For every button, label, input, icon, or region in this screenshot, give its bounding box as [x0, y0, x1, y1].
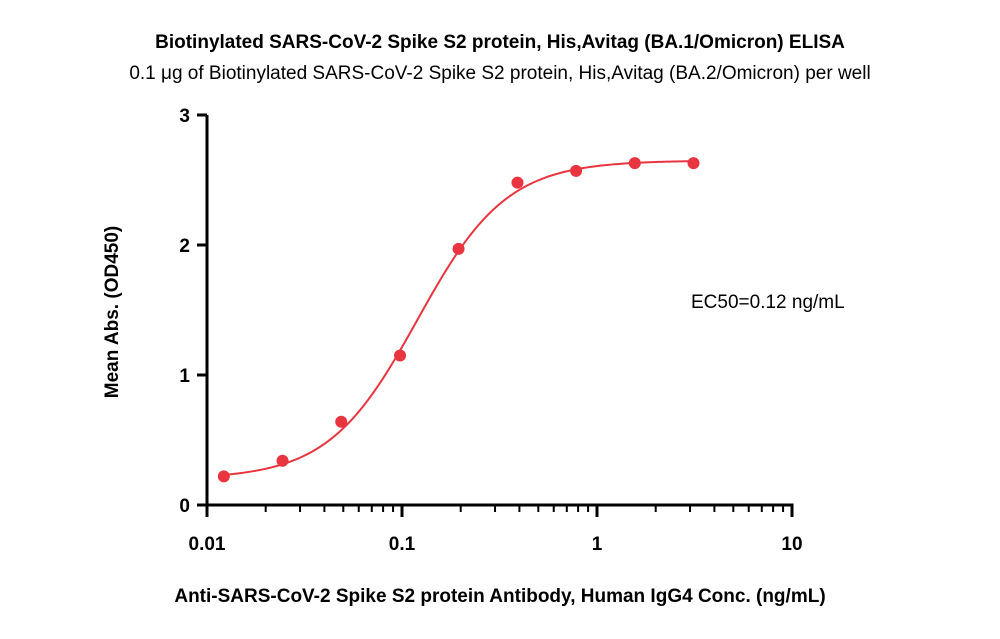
fit-curve-layer	[223, 160, 694, 476]
data-point	[570, 164, 583, 177]
data-point	[628, 157, 641, 170]
data-point	[276, 454, 289, 467]
y-axis-label: Mean Abs. (OD450)	[102, 225, 123, 399]
chart-axes: 0 1 2 3 0.01 0.1 1 10	[179, 106, 802, 555]
data-point	[394, 349, 407, 362]
data-point	[452, 242, 465, 255]
x-tick-label: 10	[781, 534, 802, 555]
data-point	[511, 176, 524, 189]
y-tick-label: 2	[179, 236, 190, 257]
chart-title: Biotinylated SARS-CoV-2 Spike S2 protein…	[155, 32, 845, 53]
x-tick-label: 1	[592, 534, 603, 555]
x-tick-label: 0.1	[389, 534, 416, 555]
data-point	[687, 157, 700, 170]
y-tick-label: 0	[179, 496, 190, 517]
chart-subtitle: 0.1 μg of Biotinylated SARS-CoV-2 Spike …	[129, 63, 871, 84]
y-tick-label: 3	[179, 106, 190, 127]
data-points-layer	[217, 157, 700, 483]
data-point	[217, 470, 230, 483]
y-tick-label: 1	[179, 366, 190, 387]
data-point	[335, 415, 348, 428]
x-tick-label: 0.01	[189, 534, 226, 555]
x-axis-label: Anti-SARS-CoV-2 Spike S2 protein Antibod…	[174, 586, 826, 607]
ec50-annotation: EC50=0.12 ng/mL	[691, 292, 845, 313]
fit-curve	[223, 160, 694, 476]
